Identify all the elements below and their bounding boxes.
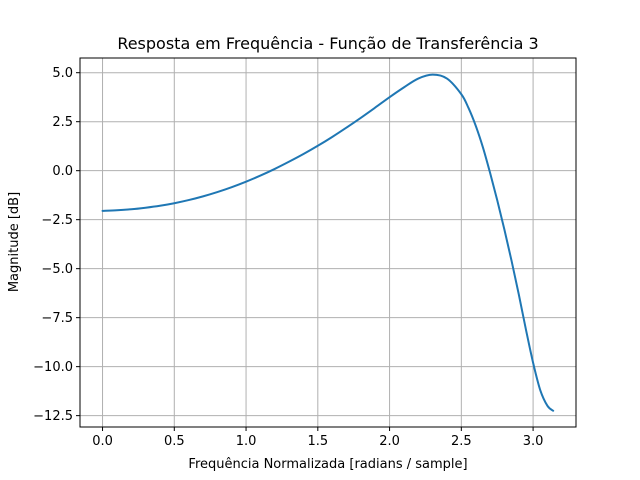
y-tick-label: −7.5 <box>41 311 73 326</box>
series-layer <box>101 73 555 412</box>
x-tick-label: 2.0 <box>379 434 400 449</box>
y-tick-label: −2.5 <box>41 213 73 228</box>
x-tick-label: 1.0 <box>236 434 257 449</box>
y-tick-label: −5.0 <box>41 262 73 277</box>
magnitude-series-line <box>101 73 555 412</box>
y-tick-label: 0.0 <box>52 164 73 179</box>
grid <box>80 58 576 427</box>
y-tick-label: 5.0 <box>52 66 73 81</box>
axis-ticks: 0.0 0.5 1.0 1.5 2.0 2.5 3.0 5.0 2.5 0.0 −2.5 −5.0 −7… <box>33 66 543 449</box>
x-tick-label: 0.0 <box>92 434 113 449</box>
chart-title: Resposta em Frequência - Função de Trans… <box>117 34 538 53</box>
x-axis-label: Frequência Normalizada [radians / sample… <box>188 457 467 472</box>
y-tick-label: 2.5 <box>52 115 73 130</box>
x-tick-label: 3.0 <box>523 434 544 449</box>
y-tick-label: −10.0 <box>33 360 73 375</box>
y-tick-label: −12.5 <box>33 409 73 424</box>
x-tick-label: 2.5 <box>451 434 472 449</box>
x-tick-label: 1.5 <box>307 434 328 449</box>
x-tick-label: 0.5 <box>164 434 185 449</box>
y-axis-label: Magnitude [dB] <box>7 192 22 292</box>
plot-frame <box>79 57 577 428</box>
